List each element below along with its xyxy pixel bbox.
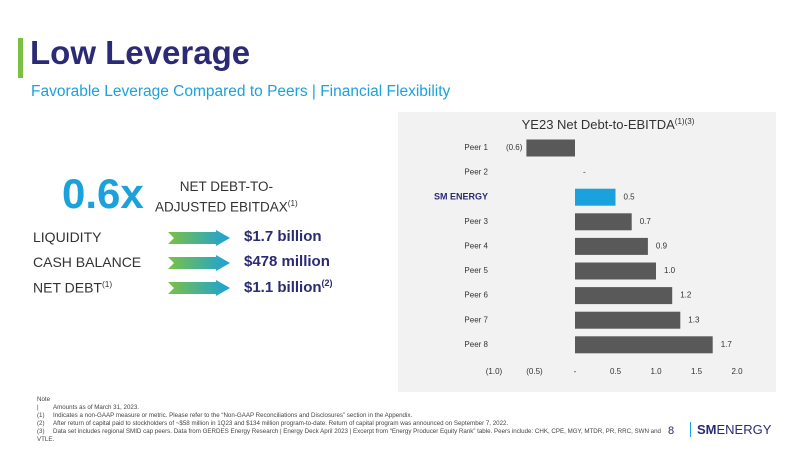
- category-label: Peer 6: [464, 291, 488, 300]
- footnote-text: Indicates a non-GAAP measure or metric. …: [53, 412, 413, 419]
- arrow-shape: [168, 280, 230, 296]
- x-tick-label: (0.5): [526, 367, 543, 376]
- arrow: [168, 255, 230, 271]
- footnote: (2) After return of capital paid to stock…: [37, 420, 677, 428]
- accent-bar: [18, 38, 23, 78]
- category-label: Peer 5: [464, 266, 488, 275]
- value-label: 1.7: [721, 340, 733, 349]
- footnote-ref: (1): [287, 199, 298, 208]
- footnote-text: After return of capital paid to stockhol…: [53, 420, 509, 427]
- metric-value-text: $1.7 billion: [244, 228, 322, 245]
- metric-label-text: LIQUIDITY: [33, 229, 102, 245]
- footnote: (3) Data set includes regional SMID cap p…: [37, 428, 677, 444]
- chart-panel: YE23 Net Debt-to-EBITDA(1)(3) (1.0) (0.5)…: [398, 112, 776, 392]
- arrow-shape: [168, 255, 230, 271]
- category-label: Peer 1: [464, 143, 488, 152]
- category-label: Peer 3: [464, 217, 488, 226]
- bar: [575, 336, 713, 354]
- bar: [575, 237, 648, 255]
- chart-title-note: (1)(3): [675, 117, 695, 126]
- subtitle: Favorable Leverage Compared to Peers | F…: [31, 83, 451, 100]
- arrow: [168, 280, 230, 296]
- footnote-marker: (1): [37, 412, 45, 419]
- metric-value: $1.7 billion: [244, 228, 322, 245]
- category-label: Peer 2: [464, 168, 488, 177]
- footnote-ref: (1): [101, 279, 113, 289]
- x-tick-label: 2.0: [731, 367, 743, 376]
- category-label: Peer 4: [464, 242, 488, 251]
- footnotes: Note | Amounts as of March 31, 2023. (1) In…: [37, 396, 677, 444]
- bar: [575, 287, 673, 305]
- category-label: Peer 7: [464, 315, 488, 324]
- footnote: (1) Indicates a non-GAAP measure or metri…: [37, 412, 677, 420]
- highlight-label: NET DEBT-TO- ADJUSTED EBITDAX(1): [155, 178, 298, 216]
- x-tick-label: -: [574, 367, 577, 376]
- highlight-value: 0.6x: [62, 170, 144, 217]
- footnote-marker: (3): [37, 428, 45, 435]
- metric-value-text: $478 million: [244, 253, 330, 270]
- footnote-marker: Note |: [37, 396, 51, 411]
- category-label: SM ENERGY: [434, 192, 488, 202]
- value-label: 1.3: [688, 315, 700, 324]
- x-tick-label: 1.0: [650, 367, 662, 376]
- metric-label: CASH BALANCE: [33, 254, 141, 270]
- footnote-text: Data set includes regional SMID cap peer…: [37, 428, 661, 443]
- bar: [526, 139, 575, 157]
- metric-label-text: NET DEBT: [33, 279, 102, 296]
- logo: SMENERGY: [690, 422, 771, 437]
- metric-label: LIQUIDITY: [33, 229, 101, 245]
- bar: [575, 188, 616, 206]
- footnote-marker: (2): [37, 420, 45, 427]
- logo-bold: SM: [697, 422, 717, 437]
- category-label: Peer 8: [464, 340, 488, 349]
- value-label: (0.6): [506, 143, 523, 152]
- metric-label-text: CASH BALANCE: [33, 254, 142, 270]
- page-number: 8: [668, 425, 675, 437]
- bar: [575, 213, 632, 231]
- footnote-ref: (2): [321, 278, 333, 288]
- value-label: 0.9: [656, 242, 668, 251]
- x-tick-label: 0.5: [610, 367, 622, 376]
- x-tick-label: 1.5: [691, 367, 703, 376]
- metric-value-text: $1.1 billion: [244, 279, 322, 296]
- label-line: NET DEBT-TO-: [179, 179, 273, 194]
- value-label: 1.2: [680, 291, 692, 300]
- value-label: 0.5: [624, 192, 636, 201]
- chart-title: YE23 Net Debt-to-EBITDA(1)(3): [522, 117, 695, 132]
- arrow: [168, 230, 230, 246]
- bar: [575, 262, 656, 280]
- value-label: 1.0: [664, 266, 676, 275]
- metric-value: $1.1 billion(2): [244, 278, 333, 296]
- chart-title-text: YE23 Net Debt-to-EBITDA: [522, 117, 675, 132]
- value-label: -: [583, 168, 586, 177]
- label-line: ADJUSTED EBITDAX: [155, 199, 288, 215]
- x-tick-label: (1.0): [486, 367, 503, 376]
- title: Low Leverage: [30, 34, 251, 71]
- footnote-text: Amounts as of March 31, 2023.: [53, 404, 139, 411]
- arrow-shape: [168, 230, 230, 246]
- chart: YE23 Net Debt-to-EBITDA(1)(3) (1.0) (0.5)…: [434, 117, 743, 376]
- metric-value: $478 million: [244, 253, 330, 270]
- logo-text: ENERGY: [716, 422, 772, 437]
- footnote: Note | Amounts as of March 31, 2023.: [37, 396, 677, 412]
- bar: [575, 311, 681, 329]
- value-label: 0.7: [640, 217, 652, 226]
- metric-label: NET DEBT(1): [33, 279, 112, 296]
